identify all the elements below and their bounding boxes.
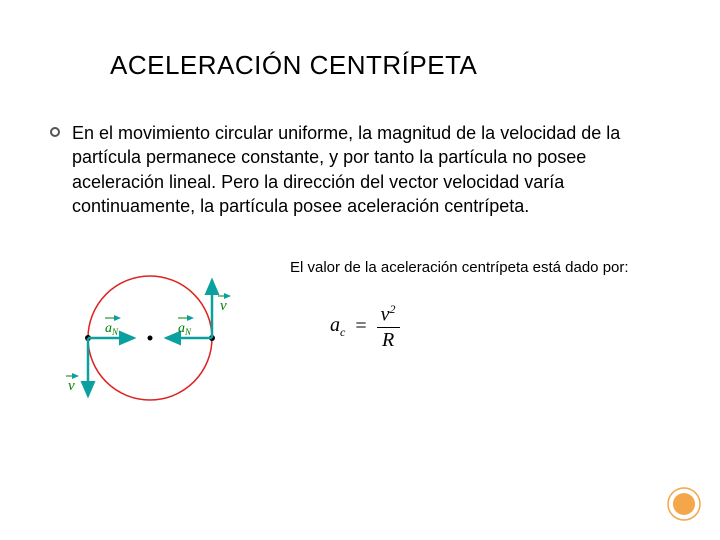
label-v-top: v — [220, 298, 227, 314]
circle-diagram: v aN aN v — [50, 248, 250, 428]
center-dot — [148, 336, 153, 341]
slide: ACELERACIÓN CENTRÍPETA En el movimiento … — [0, 0, 720, 540]
formula-var-a: a — [330, 314, 340, 336]
label-aN-top: aN — [178, 321, 192, 337]
label-v-left: v — [68, 378, 75, 394]
equals-sign: = — [355, 315, 366, 338]
label-aN-left: aN — [105, 321, 119, 337]
formula-sub-c: c — [340, 325, 345, 339]
formula-lhs: ac — [330, 314, 345, 340]
formula-numerator: v2 — [377, 303, 400, 325]
lower-region: v aN aN v El valor de la aceleración cen… — [50, 248, 670, 428]
body-text: En el movimiento circular uniforme, la m… — [72, 121, 670, 218]
right-column: El valor de la aceleración centrípeta es… — [290, 248, 670, 350]
formula-denominator: R — [378, 330, 398, 350]
slide-title: ACELERACIÓN CENTRÍPETA — [110, 50, 670, 81]
diagram-svg: v aN aN v — [50, 248, 250, 428]
bullet-icon — [50, 127, 60, 137]
formula-exp: 2 — [390, 302, 396, 316]
corner-decoration-icon — [642, 462, 702, 522]
formula: ac = v2 R — [330, 303, 670, 350]
caption-text: El valor de la aceleración centrípeta es… — [290, 258, 670, 278]
body-paragraph: En el movimiento circular uniforme, la m… — [50, 121, 670, 218]
fraction-bar — [377, 327, 400, 328]
formula-var-v: v — [381, 304, 390, 326]
formula-fraction: v2 R — [377, 303, 400, 350]
